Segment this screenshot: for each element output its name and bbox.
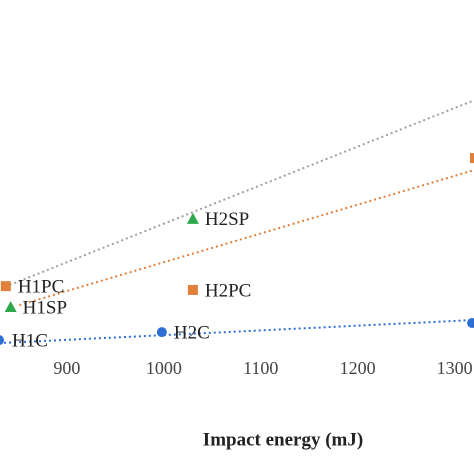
point xyxy=(0,335,5,346)
point xyxy=(469,153,474,164)
x-tick-label: 1300 xyxy=(437,358,473,378)
trend-line xyxy=(0,319,474,345)
point xyxy=(0,281,11,292)
point-label: H2C xyxy=(174,322,210,343)
point-label: H2SP xyxy=(205,209,249,230)
point-label: H1SP xyxy=(23,297,67,318)
trend-line xyxy=(19,169,474,307)
x-tick-label: 1000 xyxy=(146,358,182,378)
point xyxy=(186,212,199,224)
point-label: H1PC xyxy=(18,276,64,297)
point xyxy=(156,327,167,338)
x-tick-label: 900 xyxy=(53,358,80,378)
point-label: H2PC xyxy=(205,280,251,301)
point xyxy=(187,284,198,295)
x-tick-label: 1100 xyxy=(243,358,278,378)
point-label: H1C xyxy=(12,330,48,351)
point xyxy=(467,318,474,328)
point xyxy=(4,301,17,313)
x-axis-title: Impact energy (mJ) xyxy=(203,429,363,450)
x-tick-label: 1200 xyxy=(340,358,376,378)
trend-line xyxy=(9,99,474,286)
